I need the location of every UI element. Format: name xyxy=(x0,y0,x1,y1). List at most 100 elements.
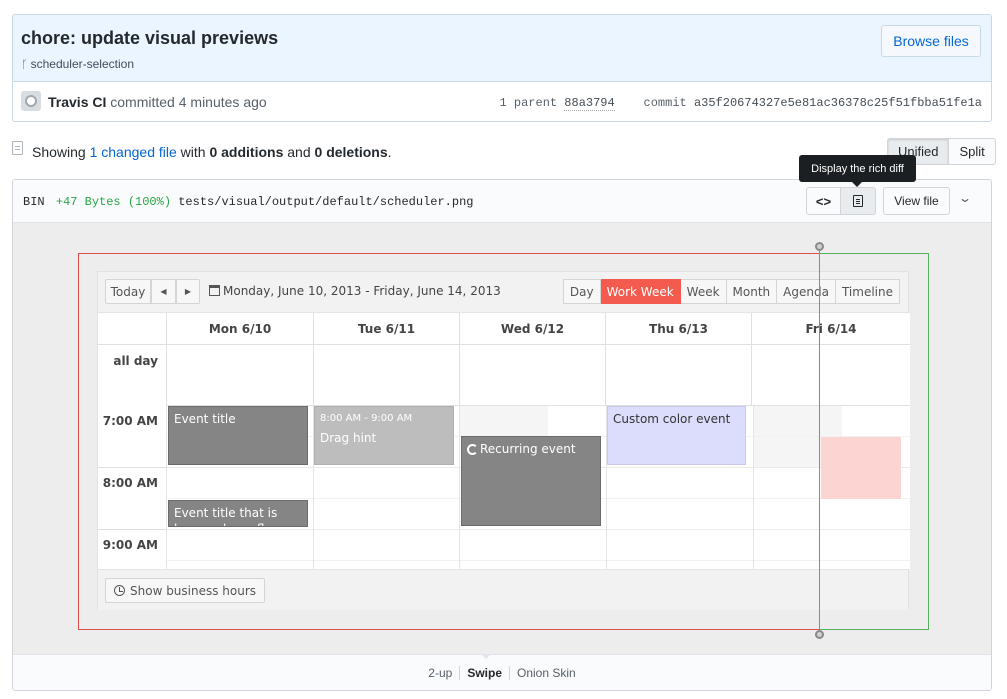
all-day-cell xyxy=(459,345,605,406)
view-day: Day xyxy=(562,279,601,304)
grid-line xyxy=(166,406,167,569)
changed-files-link[interactable]: 1 changed file xyxy=(89,144,177,160)
file-diff: BIN +47 Bytes (100%) tests/visual/output… xyxy=(12,179,992,691)
commit-header: chore: update visual previews ᚴ scheduler… xyxy=(12,14,992,122)
drag-hint-event: 8:00 AM - 9:00 AM Drag hint xyxy=(314,406,454,465)
corner-cell xyxy=(98,313,166,345)
sha-line: 1 parent 88a3794 commit a35f20674327e5e8… xyxy=(499,96,982,111)
summary-and: and xyxy=(287,144,311,160)
branch-name: scheduler-selection xyxy=(30,57,134,71)
summary-showing: Showing xyxy=(32,144,86,160)
long-event: Event title that is long and overflows, … xyxy=(168,500,308,527)
time-slot xyxy=(166,530,910,561)
deletions-count: 0 deletions xyxy=(314,144,388,160)
custom-color-event: Custom color event xyxy=(607,406,746,465)
mode-swipe[interactable]: Swipe xyxy=(467,666,502,680)
diff-display-toggle: <> xyxy=(806,187,876,215)
author-line: Travis CI committed 4 minutes ago xyxy=(48,94,267,110)
commit-sha: a35f20674327e5e81ac36378c25f51fbba51fe1a xyxy=(693,96,982,110)
commit-title-bar: chore: update visual previews ᚴ scheduler… xyxy=(13,15,991,82)
all-day-label: all day xyxy=(113,354,158,368)
diff-summary: Showing 1 changed file with 0 additions … xyxy=(32,144,392,160)
time-ago: 4 minutes ago xyxy=(178,94,267,110)
day-header: Tue 6/11 xyxy=(313,313,459,345)
added-image-frame xyxy=(819,253,929,630)
prev-icon: ◀ xyxy=(151,279,176,304)
mode-onion-skin[interactable]: Onion Skin xyxy=(517,666,576,680)
date-range: Monday, June 10, 2013 - Friday, June 14,… xyxy=(209,284,501,298)
all-day-cell xyxy=(751,345,910,406)
drag-hint-label: Drag hint xyxy=(320,431,377,445)
branch-icon: ᚴ xyxy=(21,59,28,71)
non-business-shade xyxy=(460,406,548,437)
rich-diff-button[interactable] xyxy=(841,187,876,215)
day-header: Thu 6/13 xyxy=(605,313,751,345)
source-diff-button[interactable]: <> xyxy=(806,187,841,215)
browse-files-button[interactable]: Browse files xyxy=(881,25,981,57)
time-label: 9:00 AM xyxy=(102,538,158,552)
commit-label: commit xyxy=(643,96,687,110)
avatar[interactable] xyxy=(21,91,41,111)
file-header: BIN +47 Bytes (100%) tests/visual/output… xyxy=(13,180,991,223)
commit-meta: Travis CI committed 4 minutes ago 1 pare… xyxy=(13,82,991,121)
all-day-cell xyxy=(313,345,459,406)
swipe-handle-icon[interactable] xyxy=(815,630,824,639)
mode-2-up[interactable]: 2-up xyxy=(428,666,453,680)
recurring-event: Recurring event xyxy=(461,436,601,526)
all-day-cell xyxy=(605,345,751,406)
author-link[interactable]: Travis CI xyxy=(48,94,107,110)
scheduler-toolbar: Today ◀ ▶ Monday, June 10, 2013 - Friday… xyxy=(98,272,908,312)
recurring-event-label: Recurring event xyxy=(480,442,576,456)
summary-with: with xyxy=(180,144,206,160)
view-week: Week xyxy=(680,279,727,304)
day-header: Wed 6/12 xyxy=(459,313,605,345)
parent-sha-link[interactable]: 88a3794 xyxy=(564,96,615,111)
view-timeline: Timeline xyxy=(835,279,900,304)
chevron-down-icon[interactable]: ⌄ xyxy=(957,191,973,205)
image-diff-area: Today ◀ ▶ Monday, June 10, 2013 - Friday… xyxy=(13,223,991,654)
image-diff-modes: 2-up Swipe Onion Skin xyxy=(13,654,991,690)
swipe-divider[interactable] xyxy=(819,246,820,635)
summary-period: . xyxy=(387,144,392,160)
day-header: Mon 6/10 xyxy=(166,313,313,345)
grid-line xyxy=(606,406,607,569)
code-icon: <> xyxy=(815,193,832,209)
scheduler-views: Day Work Week Week Month Agenda Timeline xyxy=(562,279,900,304)
business-hours-label: Show business hours xyxy=(130,583,257,598)
event-title: Event title xyxy=(168,406,308,465)
swipe-handle-icon[interactable] xyxy=(815,242,824,251)
file-path[interactable]: tests/visual/output/default/scheduler.pn… xyxy=(178,195,474,209)
size-change: +47 Bytes (100%) xyxy=(55,195,172,209)
branch-label[interactable]: ᚴ scheduler-selection xyxy=(21,57,134,71)
github-icon xyxy=(25,95,37,107)
mode-separator xyxy=(459,666,461,680)
file-info: BIN +47 Bytes (100%) tests/visual/output… xyxy=(23,195,473,209)
day-header: Fri 6/14 xyxy=(751,313,910,345)
date-range-text: Monday, June 10, 2013 - Friday, June 14,… xyxy=(223,284,501,298)
scheduler-footer: Show business hours xyxy=(98,569,908,610)
view-work-week: Work Week xyxy=(600,279,681,304)
grid-line xyxy=(313,406,314,569)
selection-highlight xyxy=(821,437,901,499)
view-month: Month xyxy=(726,279,778,304)
clock-icon xyxy=(114,585,125,596)
time-slot xyxy=(166,499,910,530)
time-label: 8:00 AM xyxy=(98,468,166,530)
drag-hint-time: 8:00 AM - 9:00 AM xyxy=(320,413,413,424)
scheduler-grid: Mon 6/10 Tue 6/11 Wed 6/12 Thu 6/13 Fri … xyxy=(98,312,910,569)
document-icon xyxy=(853,195,863,207)
grid-line xyxy=(753,406,754,569)
calendar-icon xyxy=(209,285,220,296)
view-file-button[interactable]: View file xyxy=(883,187,950,215)
all-day-cell xyxy=(166,345,313,406)
file-type: BIN xyxy=(23,195,45,209)
commit-title: chore: update visual previews xyxy=(21,28,279,48)
split-button[interactable]: Split xyxy=(949,138,996,165)
recurrence-icon xyxy=(467,444,478,455)
committed-text: committed xyxy=(110,94,175,110)
mode-separator xyxy=(509,666,510,680)
view-agenda: Agenda xyxy=(777,279,836,304)
scheduler-preview: Today ◀ ▶ Monday, June 10, 2013 - Friday… xyxy=(97,271,910,610)
rich-diff-tooltip: Display the rich diff xyxy=(799,155,916,187)
additions-count: 0 additions xyxy=(209,144,284,160)
